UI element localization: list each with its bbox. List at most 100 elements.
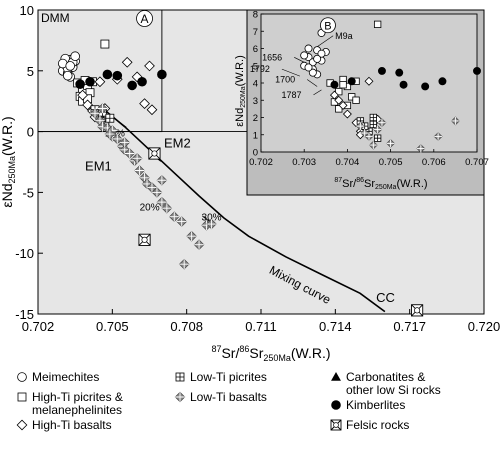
inset-x-axis-label: 87Sr/86Sr250Ma(W.R.) — [334, 177, 427, 191]
inset-data-point — [355, 121, 365, 131]
x-axis-label: 87Sr/86Sr250Ma(W.R.) — [211, 344, 330, 363]
data-point — [70, 51, 80, 62]
x-tick-label: 0.705 — [96, 319, 129, 334]
legend-label: Felsic rocks — [346, 418, 409, 432]
marker-cross — [369, 141, 378, 149]
inset-data-point — [352, 96, 360, 104]
marker-cross — [416, 144, 425, 153]
em1-label: EM1 — [85, 159, 112, 174]
inset-annotation-label: 1792 — [250, 64, 270, 74]
data-point — [97, 103, 108, 114]
legend-label: melanephelinites — [32, 403, 122, 417]
inset-y-tick-label: 7 — [253, 27, 258, 38]
data-point — [134, 165, 145, 176]
marker-ring — [333, 422, 339, 428]
data-point — [119, 137, 131, 148]
data-point — [119, 144, 131, 156]
y-tick-label: -5 — [22, 185, 34, 200]
marker-cross — [134, 165, 145, 176]
data-point — [62, 70, 73, 81]
data-point — [65, 61, 76, 71]
inset-x-tick-label: 0.702 — [249, 157, 273, 168]
inset-annotation-label: 1787 — [281, 90, 301, 100]
data-point — [186, 230, 197, 242]
marker-cross — [378, 118, 386, 127]
marker-cross — [132, 153, 142, 164]
inset-annotation-label: M9a — [335, 31, 353, 41]
data-point — [112, 70, 123, 81]
inset-x-label-sub: 250Ma — [375, 184, 397, 191]
marker-cross — [119, 137, 130, 148]
marker-cross — [105, 129, 115, 139]
legend-label: High-Ti basalts — [32, 418, 112, 432]
marker-cross — [194, 239, 204, 250]
inset-annotation-leader — [281, 68, 300, 77]
data-point — [157, 69, 167, 80]
marker-cross — [157, 197, 167, 207]
data-point — [151, 187, 163, 198]
data-point — [82, 99, 93, 111]
inset-y-label-part: (W.R.) — [234, 55, 246, 86]
inset-series-kimberlites — [330, 66, 481, 91]
mixing-percent-label: 20% — [140, 203, 160, 214]
marker-cross — [97, 103, 108, 114]
marker-cross — [176, 373, 184, 381]
y-tick-label: 5 — [27, 64, 34, 79]
legend-label: Kimberlites — [346, 398, 405, 412]
dmm-label: DMM — [41, 11, 70, 25]
x-label-sub: 250Ma — [263, 353, 291, 363]
series-meimechites — [57, 51, 80, 82]
mixing-curve — [99, 105, 386, 313]
marker-cross — [95, 115, 105, 126]
legend-label: Meimechites — [32, 370, 99, 384]
x-tick-label: 0.717 — [393, 319, 426, 334]
data-point — [137, 76, 147, 87]
data-point — [144, 60, 155, 72]
marker-cross — [356, 122, 365, 131]
marker-cross — [206, 219, 217, 229]
inset-data-point — [386, 138, 395, 148]
data-point — [127, 80, 137, 91]
marker-cross — [157, 175, 167, 186]
inset-data-point — [373, 20, 382, 29]
data-point — [124, 148, 135, 159]
marker-cross — [162, 203, 172, 214]
marker-cross — [112, 134, 123, 144]
series-kimberlites — [75, 69, 167, 91]
inset-data-point — [433, 132, 443, 141]
x-label-part: (W.R.) — [291, 345, 331, 361]
y-tick-label: -15 — [15, 307, 34, 322]
y-axis-label: εNd250Ma(W.R.) — [0, 116, 17, 207]
inset-data-point — [399, 80, 408, 89]
legend-marker — [16, 419, 28, 431]
inset-data-point — [339, 81, 347, 89]
inset-data-point — [368, 140, 378, 150]
legend-label: Low-Ti basalts — [190, 390, 267, 404]
data-point — [178, 258, 190, 270]
data-point — [206, 218, 217, 230]
marker-cross — [386, 139, 395, 148]
inset-y-tick-label: 4 — [253, 79, 258, 90]
y-tick-label: 10 — [20, 3, 34, 18]
x-label-part: Sr/ — [221, 345, 239, 361]
inset-data-point — [330, 80, 339, 89]
legend-marker — [331, 400, 341, 410]
inset-x-tick-label: 0.707 — [465, 157, 489, 168]
inset-data-point — [329, 90, 339, 100]
data-point — [168, 211, 180, 223]
legend-label: other low Si rocks — [346, 383, 441, 397]
marker-cross — [365, 132, 373, 141]
inset-data-point — [304, 63, 313, 72]
data-point — [104, 128, 116, 140]
inset-data-point — [338, 100, 348, 110]
inset-data-point — [334, 95, 344, 105]
inset-annotation-leader — [316, 35, 334, 48]
inset-data-point — [313, 54, 322, 63]
cc-label: CC — [376, 290, 395, 305]
marker-cross — [147, 182, 157, 193]
inset-series-high-ti-basalts — [329, 76, 383, 140]
legend-marker — [174, 391, 186, 403]
marker-cross — [370, 121, 377, 128]
marker-cross — [360, 129, 369, 137]
